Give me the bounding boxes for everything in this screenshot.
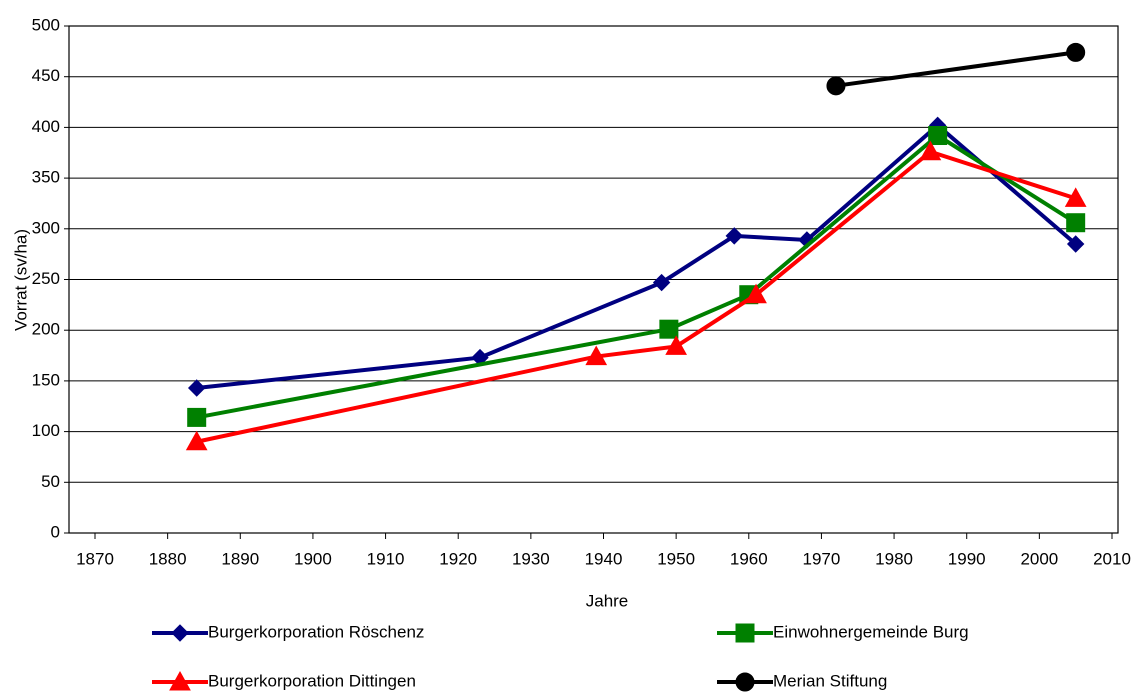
x-tick-label: 2000 [1020,549,1058,568]
x-tick-label: 1950 [657,549,695,568]
x-tick-label: 1980 [875,549,913,568]
x-tick-label: 1880 [149,549,187,568]
marker [185,430,208,451]
x-tick-label: 1910 [367,549,405,568]
marker [659,319,679,339]
marker [826,76,846,96]
y-tick-label: 50 [41,472,60,491]
y-axis-label: Vorrat (sv/ha) [11,229,30,331]
y-tick-label: 400 [32,117,60,136]
marker [1066,213,1086,233]
y-tick-label: 450 [32,66,60,85]
series-line [835,50,1076,88]
y-tick-label: 350 [32,168,60,187]
x-tick-label: 1930 [512,549,550,568]
marker [171,624,189,642]
plot-frame [68,25,1119,534]
x-tick-label: 1970 [803,549,841,568]
marker [928,126,948,146]
marker [187,407,207,427]
legend-label: Burgerkorporation Dittingen [208,671,416,690]
y-tick-label: 300 [32,218,60,237]
x-tick-label: 1920 [439,549,477,568]
marker [187,379,206,397]
x-tick-label: 1940 [585,549,623,568]
y-tick-label: 500 [32,15,60,34]
x-tick-label: 1870 [76,549,114,568]
y-tick-label: 250 [32,269,60,288]
marker [665,335,687,355]
x-tick-label: 1960 [730,549,768,568]
series-line [196,149,1077,444]
marker [1064,187,1087,207]
y-tick-label: 100 [32,421,60,440]
marker [1066,235,1085,253]
marker [585,345,608,366]
marker [735,672,755,692]
x-tick-label: 1900 [294,549,332,568]
x-tick-label: 2010 [1093,549,1131,568]
legend-label: Einwohnergemeinde Burg [773,622,969,641]
y-tick-label: 200 [32,320,60,339]
x-tick-label: 1890 [221,549,259,568]
marker [745,283,767,304]
y-tick-label: 150 [32,370,60,389]
marker [725,227,743,245]
marker [919,140,942,161]
legend-label: Burgerkorporation Röschenz [208,622,424,641]
marker [652,273,671,292]
marker [735,623,755,643]
x-tick-label: 1990 [948,549,986,568]
x-axis-label: Jahre [586,591,629,610]
legend-label: Merian Stiftung [773,671,887,690]
y-tick-label: 0 [51,522,60,541]
series-line [196,122,1077,390]
marker [1066,42,1086,62]
marker [169,670,191,691]
